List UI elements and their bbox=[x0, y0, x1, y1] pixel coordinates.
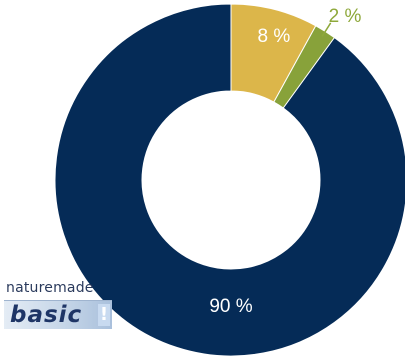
naturemade-basic-logo: naturemade basic ! bbox=[4, 278, 112, 330]
donut-leader-line-2 bbox=[321, 22, 332, 37]
logo-top-text: naturemade bbox=[6, 280, 94, 296]
logo-exclamation-mark: ! bbox=[98, 304, 110, 326]
donut-data-label-2: 2 % bbox=[329, 6, 362, 27]
logo-bottom-text: basic bbox=[10, 302, 83, 328]
donut-data-label-3: 90 % bbox=[209, 296, 252, 317]
donut-slice-3 bbox=[54, 3, 405, 357]
logo-bottom-band: basic ! bbox=[4, 300, 112, 329]
donut-data-label-1: 8 % bbox=[258, 26, 291, 47]
